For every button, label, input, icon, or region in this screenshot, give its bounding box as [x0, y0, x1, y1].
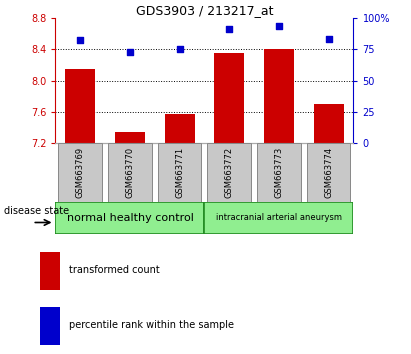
Bar: [40, 252, 60, 290]
Text: GSM663769: GSM663769: [76, 147, 85, 198]
Title: GDS3903 / 213217_at: GDS3903 / 213217_at: [136, 4, 273, 17]
Text: GSM663771: GSM663771: [175, 147, 184, 198]
Point: [226, 26, 233, 32]
Bar: [165, 114, 194, 143]
Point: [127, 49, 133, 55]
Bar: [158, 143, 201, 202]
Bar: [55, 202, 205, 234]
Bar: [65, 69, 95, 143]
Bar: [257, 143, 301, 202]
Point: [276, 24, 282, 29]
Bar: [215, 53, 244, 143]
Point: [326, 36, 332, 42]
Bar: [58, 143, 102, 202]
Point: [176, 46, 183, 52]
Bar: [205, 202, 353, 234]
Text: GSM663770: GSM663770: [125, 147, 134, 198]
Point: [77, 38, 83, 43]
Text: GSM663773: GSM663773: [275, 147, 284, 198]
Text: percentile rank within the sample: percentile rank within the sample: [69, 320, 234, 330]
Bar: [40, 307, 60, 345]
Text: normal healthy control: normal healthy control: [67, 213, 194, 223]
Text: intracranial arterial aneurysm: intracranial arterial aneurysm: [216, 213, 342, 222]
Bar: [264, 49, 294, 143]
Bar: [314, 104, 344, 143]
Text: GSM663772: GSM663772: [225, 147, 234, 198]
Bar: [108, 143, 152, 202]
Text: transformed count: transformed count: [69, 266, 160, 275]
Bar: [115, 132, 145, 143]
Text: disease state: disease state: [4, 206, 69, 216]
Text: GSM663774: GSM663774: [324, 147, 333, 198]
Bar: [307, 143, 351, 202]
Bar: [208, 143, 251, 202]
